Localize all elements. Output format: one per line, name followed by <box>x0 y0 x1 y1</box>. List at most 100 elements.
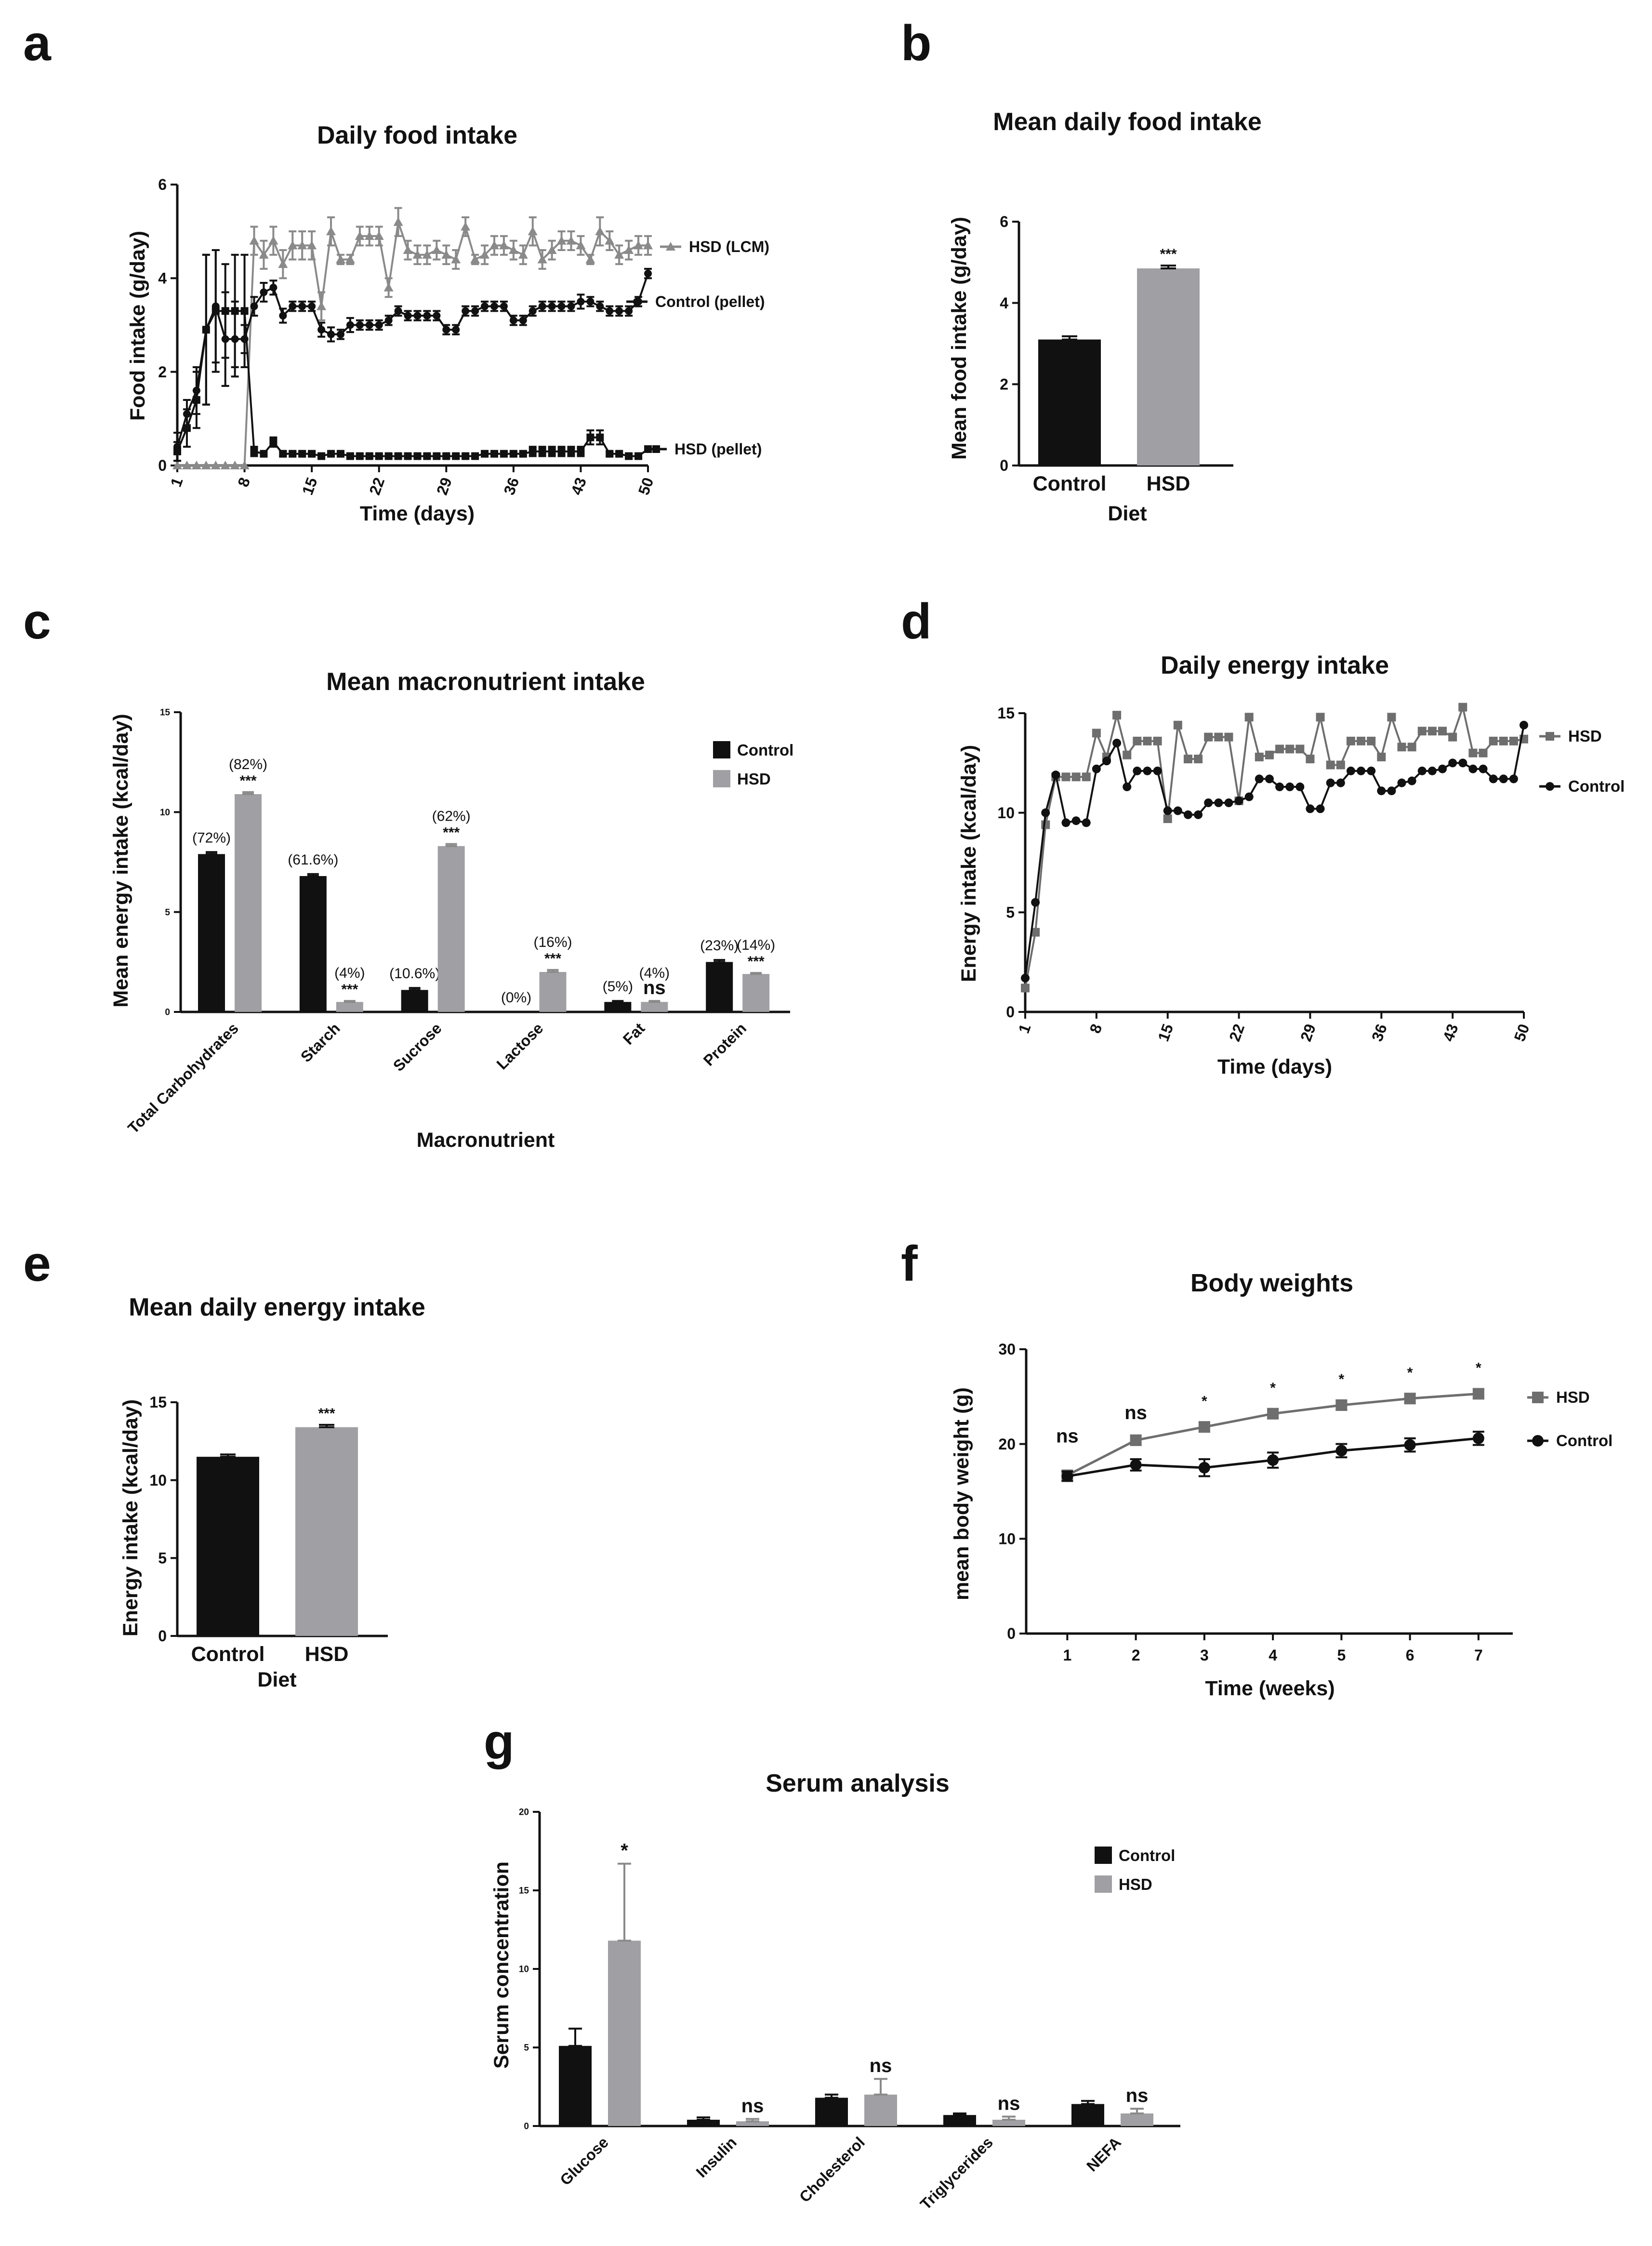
panel-e-y-tick-label: 5 <box>158 1550 167 1567</box>
panel-c-percent-label: (16%) <box>533 934 572 950</box>
panel-d-x-tick-label: 1 <box>1015 1022 1034 1036</box>
panel-a-series-hsd-lcm-point <box>489 240 499 250</box>
panel-a-series-control-pellet-point <box>289 302 297 310</box>
panel-f-series-hsd-point <box>1267 1408 1279 1420</box>
panel-d-series-control-point <box>1468 764 1478 773</box>
panel-d-series-control-point <box>1092 764 1101 773</box>
panel-a-series-hsd-lcm-point <box>335 254 345 264</box>
panel-a-series-control-pellet-point <box>365 321 373 329</box>
panel-c-percent-label: (14%) <box>737 937 775 953</box>
panel-a-series-hsd-pellet-point <box>433 452 441 460</box>
panel-a-series-hsd-lcm-point <box>307 240 317 250</box>
panel-a-series-hsd-lcm-point <box>585 254 595 264</box>
panel-g-x-tick-label: Glucose <box>556 2133 612 2189</box>
panel-d-series-control-point <box>1204 798 1213 807</box>
panel-a-series-hsd-lcm-point <box>403 245 413 254</box>
panel-c-significance-label: *** <box>748 954 765 970</box>
panel-c-bar-protein-hsd-errorbar <box>750 972 762 975</box>
panel-a-series-hsd-pellet-point <box>231 307 239 315</box>
panel-a-series-control-pellet-point <box>279 312 287 320</box>
panel-c-legend-control-swatch <box>713 741 730 758</box>
panel-f-significance-label: * <box>1339 1371 1345 1387</box>
panel-a-series-control-pellet-point <box>586 297 595 306</box>
panel-a-x-tick-label: 8 <box>234 475 253 489</box>
panel-a-x-tick-label: 15 <box>299 475 321 497</box>
panel-d-series-hsd-point <box>1377 752 1386 761</box>
panel-a-series-hsd-lcm-point <box>278 259 288 268</box>
panel-b-ylabel: Mean food intake (g/day) <box>948 217 971 460</box>
panel-c-percent-label: (10.6%) <box>389 966 440 982</box>
panel-b-y-tick-label: 4 <box>1000 294 1008 312</box>
panel-c-legend-hsd-label: HSD <box>737 770 771 788</box>
panel-g-bar-glucose-control <box>559 2046 592 2126</box>
panel-a-series-hsd-lcm-point <box>249 236 259 245</box>
panel-f-series-control-point <box>1472 1432 1484 1444</box>
panel-c-bar-fat-hsd-errorbar <box>648 1000 661 1003</box>
panel-f-significance-label: ns <box>1056 1426 1079 1447</box>
panel-c-percent-label: (4%) <box>334 965 365 981</box>
panel-a-series-hsd-pellet-point <box>519 450 527 458</box>
panel-a-series-hsd-lcm-point <box>364 231 374 240</box>
panel-a-series-hsd-pellet-point <box>173 447 181 455</box>
panel-a-series-hsd-lcm-point <box>374 231 384 240</box>
panel-c-y-tick-label: 5 <box>165 907 170 917</box>
panel-g-legend-hsd-swatch <box>1095 1875 1112 1893</box>
panel-a-series-hsd-lcm-point <box>259 250 269 259</box>
panel-d-series-control-point <box>1509 774 1518 784</box>
panel-e-y-tick-label: 15 <box>149 1394 167 1411</box>
panel-f-y-tick-label: 10 <box>998 1530 1016 1548</box>
panel-c-bar-fat-control-errorbar <box>612 1000 624 1003</box>
panel-d-series-hsd-point <box>1143 736 1152 745</box>
panel-a-series-control-pellet-point <box>577 297 585 306</box>
panel-a-series-hsd-pellet-point <box>625 452 633 460</box>
panel-c-percent-label: (5%) <box>603 979 633 995</box>
panel-a-series-control-pellet-point <box>625 307 633 315</box>
panel-a-series-control-pellet-point <box>606 307 614 315</box>
panel-letter-a: a <box>23 15 52 71</box>
panel-a-x-tick-label: 36 <box>500 475 522 497</box>
panel-a-series-hsd-pellet-point <box>202 326 210 334</box>
panel-d-series-control-point <box>1479 764 1488 773</box>
panel-a-series-hsd-lcm-point <box>326 226 336 236</box>
panel-d-series-hsd-point <box>1061 772 1070 782</box>
panel-e-bar-hsd <box>295 1427 358 1636</box>
panel-a-series-hsd-lcm-point <box>288 240 298 250</box>
panel-a-series-control-pellet-point <box>346 321 354 329</box>
panel-d-series-control-point <box>1427 766 1437 775</box>
panel-c-percent-label: (82%) <box>229 757 267 772</box>
panel-a-series-hsd-lcm-point <box>432 245 442 254</box>
panel-a-series-hsd-pellet-point <box>606 450 614 458</box>
panel-a-series-hsd-lcm-point <box>201 461 211 469</box>
panel-d-series-control-point <box>1397 778 1406 787</box>
panel-a-xlabel: Time (days) <box>360 502 475 525</box>
panel-c-percent-label: (23%) <box>700 938 739 954</box>
panel-d-series-hsd-point <box>1194 755 1203 764</box>
panel-f-series-hsd-point <box>1404 1393 1416 1405</box>
panel-d-series-hsd-point <box>1031 928 1040 937</box>
panel-f-xlabel: Time (weeks) <box>1205 1677 1335 1700</box>
panel-a-series-control-pellet-point <box>500 302 508 310</box>
panel-b-y-tick-label: 0 <box>1000 457 1008 474</box>
panel-g-significance-label: ns <box>870 2055 892 2076</box>
panel-c-bar-sucrose-control <box>401 990 428 1012</box>
panel-e-xlabel: Diet <box>257 1668 296 1691</box>
panel-d-series-hsd-point <box>1427 727 1437 736</box>
panel-a-series-hsd-pellet-point <box>452 452 460 460</box>
panel-d-series-control-point <box>1448 758 1457 768</box>
panel-d-series-hsd-point <box>1183 755 1192 764</box>
panel-d-series-hsd-point <box>1071 772 1081 782</box>
panel-d-legend-control-label: Control <box>1568 777 1625 795</box>
panel-g-legend-control-label: Control <box>1119 1847 1175 1864</box>
panel-d-series-hsd-point <box>1021 983 1030 993</box>
panel-f-x-tick-label: 3 <box>1200 1647 1209 1664</box>
panel-a-series-hsd-lcm-line <box>177 222 648 466</box>
panel-g-legend-control-swatch <box>1095 1847 1112 1864</box>
panel-d-x-tick-label: 50 <box>1511 1022 1533 1044</box>
panel-a-x-tick-label: 1 <box>167 475 186 489</box>
panel-f-legend-control-label: Control <box>1556 1432 1612 1449</box>
panel-d-x-tick-label: 8 <box>1086 1022 1106 1036</box>
panel-f-legend-hsd-marker <box>1532 1392 1544 1403</box>
panel-letter-g: g <box>484 1714 515 1770</box>
panel-c-percent-label: (4%) <box>639 965 670 981</box>
